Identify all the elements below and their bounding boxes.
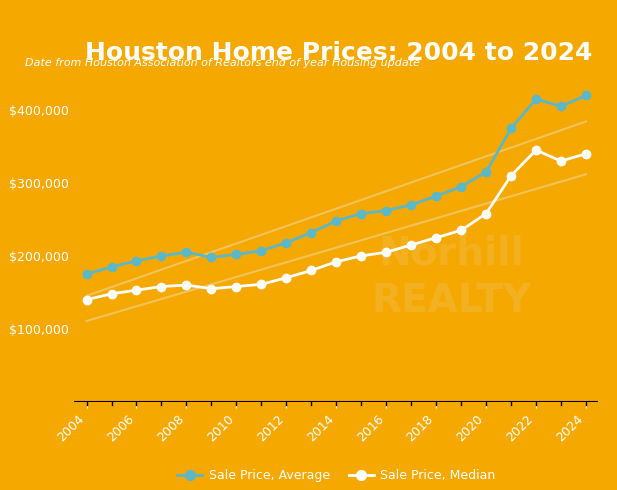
Text: Date from Houston Association of Realtors end of year Housing update: Date from Houston Association of Realtor…: [25, 58, 420, 68]
Sale Price, Median: [383, 249, 390, 255]
Sale Price, Average: [183, 249, 190, 255]
Sale Price, Average: [158, 253, 165, 259]
Sale Price, Median: [582, 151, 590, 157]
Text: Norhill
REALTY: Norhill REALTY: [371, 235, 532, 319]
Sale Price, Median: [532, 147, 540, 153]
Sale Price, Median: [308, 268, 315, 273]
Sale Price, Median: [158, 284, 165, 290]
Sale Price, Average: [108, 264, 115, 270]
Sale Price, Average: [557, 103, 565, 109]
Sale Price, Median: [457, 227, 465, 233]
Line: Sale Price, Average: Sale Price, Average: [82, 91, 590, 278]
Sale Price, Average: [258, 248, 265, 254]
Sale Price, Median: [482, 211, 490, 217]
Sale Price, Average: [482, 169, 490, 175]
Text: Houston Home Prices: 2004 to 2024: Houston Home Prices: 2004 to 2024: [85, 41, 592, 65]
Sale Price, Median: [208, 286, 215, 292]
Sale Price, Average: [233, 251, 240, 257]
Sale Price, Average: [333, 218, 340, 224]
Sale Price, Average: [283, 240, 290, 245]
Sale Price, Median: [258, 281, 265, 287]
Sale Price, Median: [108, 291, 115, 297]
Sale Price, Average: [582, 93, 590, 98]
Sale Price, Average: [133, 258, 140, 264]
Sale Price, Average: [357, 211, 365, 217]
Sale Price, Average: [83, 271, 90, 277]
Sale Price, Median: [333, 259, 340, 265]
Sale Price, Average: [383, 208, 390, 214]
Sale Price, Median: [83, 297, 90, 303]
Sale Price, Median: [357, 253, 365, 259]
Sale Price, Average: [433, 193, 440, 199]
Sale Price, Median: [183, 282, 190, 288]
Sale Price, Average: [208, 254, 215, 260]
Legend: Sale Price, Average, Sale Price, Median: Sale Price, Average, Sale Price, Median: [173, 465, 500, 488]
Sale Price, Median: [233, 284, 240, 290]
Sale Price, Average: [507, 125, 515, 131]
Sale Price, Median: [433, 235, 440, 241]
Sale Price, Median: [407, 242, 415, 248]
Line: Sale Price, Median: Sale Price, Median: [82, 146, 590, 304]
Sale Price, Average: [407, 202, 415, 208]
Sale Price, Median: [507, 172, 515, 178]
Sale Price, Average: [532, 96, 540, 102]
Sale Price, Median: [133, 287, 140, 293]
Sale Price, Average: [457, 184, 465, 190]
Sale Price, Median: [557, 158, 565, 164]
Sale Price, Median: [283, 275, 290, 281]
Sale Price, Average: [308, 230, 315, 236]
